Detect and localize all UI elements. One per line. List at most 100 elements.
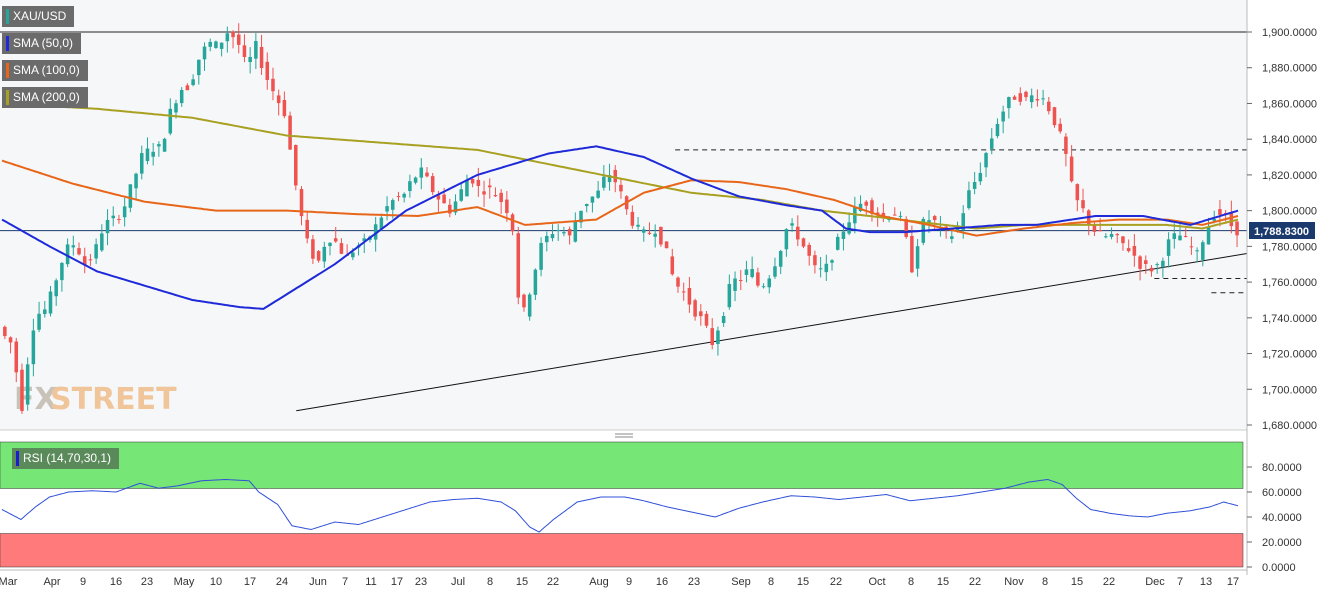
x-tick-label: 23	[415, 576, 427, 588]
candle-body	[408, 181, 412, 192]
candle-body	[613, 169, 618, 183]
x-tick-label: 23	[688, 576, 700, 588]
candle-body	[636, 224, 640, 227]
watermark-street: STREET	[50, 382, 177, 417]
candle-body	[721, 316, 726, 323]
legend-xauusd[interactable]: XAU/USD	[2, 6, 75, 27]
candle-body	[373, 224, 378, 240]
candle-body	[60, 262, 64, 281]
candle-body	[430, 176, 435, 193]
candle-body	[145, 148, 150, 162]
x-tick-label: May	[174, 576, 195, 588]
candle-body	[562, 232, 566, 234]
rsi-overbought-zone	[0, 441, 1244, 489]
candle-body	[619, 184, 623, 192]
candle-body	[328, 242, 332, 247]
rsi-oversold-zone	[0, 533, 1244, 568]
candle-body	[362, 238, 367, 242]
x-tick-label: 22	[830, 576, 842, 588]
candle-body	[254, 41, 258, 59]
candle-body	[647, 232, 652, 234]
candle-body	[1155, 264, 1159, 266]
candle-body	[967, 190, 971, 209]
candle-body	[442, 194, 446, 204]
price-pane	[0, 0, 1247, 430]
candle-body	[448, 204, 452, 214]
x-tick-label: Apr	[43, 576, 60, 588]
candle-body	[88, 259, 93, 261]
support-trendline	[296, 253, 1248, 412]
candle-body	[459, 189, 463, 201]
candle-body	[1018, 93, 1023, 102]
candle-body	[413, 177, 418, 183]
candle-body	[790, 223, 794, 226]
candle-body	[864, 201, 869, 206]
candle-body	[14, 341, 19, 373]
candle-body	[1178, 235, 1182, 241]
candle-body	[659, 226, 663, 245]
legend-sma200[interactable]: SMA (200,0)	[2, 87, 88, 108]
x-tick-label: 8	[1042, 576, 1048, 588]
legend-xauusd-label: XAU/USD	[13, 9, 67, 23]
candle-body	[214, 41, 218, 48]
candle-body	[1172, 233, 1177, 240]
candle-body	[1041, 98, 1045, 100]
candle-body	[607, 175, 612, 183]
x-tick-label: 7	[342, 576, 348, 588]
candle-body	[830, 260, 834, 263]
candle-body	[151, 151, 155, 157]
candle-body	[419, 167, 424, 178]
x-tick-label: Aug	[589, 576, 609, 588]
candle-body	[978, 172, 983, 182]
x-tick-label: 9	[80, 576, 86, 588]
pane-resize-handle[interactable]	[615, 433, 633, 438]
legend-sma50[interactable]: SMA (50,0)	[2, 33, 82, 54]
y-tick-label: 1,800.0000	[1262, 206, 1317, 218]
candle-body	[1166, 239, 1171, 256]
x-tick-label: 7	[1177, 576, 1183, 588]
candle-body	[693, 300, 697, 317]
candle-body	[670, 256, 675, 275]
candle-body	[676, 277, 680, 287]
candle-body	[379, 217, 384, 230]
candle-body	[1012, 96, 1017, 100]
x-axis: Mar Apr 9 16 23 May 10 17 24 Jun 7 11 17 23 Jul 8 15 22 Au…	[0, 569, 1247, 588]
legend-rsi-swatch	[16, 451, 19, 466]
legend-sma100[interactable]: SMA (100,0)	[2, 60, 88, 81]
candle-body	[71, 245, 76, 248]
candle-body	[37, 313, 41, 330]
candle-body	[482, 191, 486, 195]
candle-body	[499, 192, 503, 203]
candle-body	[870, 200, 874, 214]
candle-body	[1058, 123, 1062, 132]
rsi-value-line	[1, 478, 1239, 533]
candle-body	[767, 278, 772, 288]
candle-body	[1121, 236, 1125, 244]
candle-body	[602, 176, 606, 188]
candle-body	[653, 233, 657, 237]
candle-body	[470, 178, 475, 184]
candle-body	[385, 206, 389, 212]
candle-body	[539, 242, 543, 270]
candle-body	[961, 213, 965, 230]
candle-body	[322, 246, 327, 262]
candle-body	[77, 248, 81, 255]
legend-sma200-label: SMA (200,0)	[13, 90, 80, 104]
legend-rsi[interactable]: RSI (14,70,30,1)	[12, 448, 120, 469]
candle-body	[784, 229, 789, 250]
y-axis: 1,900.0000 1,880.0000 1,860.0000 1,840.0000…	[1246, 0, 1317, 575]
x-tick-label: 11	[365, 576, 376, 588]
candle-body	[396, 196, 401, 198]
candle-body	[1035, 99, 1040, 101]
candle-body	[20, 369, 24, 411]
candle-body	[333, 238, 338, 242]
candle-body	[579, 210, 583, 223]
moving-averages	[1, 102, 1239, 310]
candle-body	[738, 280, 743, 282]
candle-body	[402, 193, 406, 198]
candle-body	[835, 236, 840, 250]
x-tick-label: Sep	[731, 576, 751, 588]
candle-body	[847, 222, 851, 234]
candle-body	[972, 182, 977, 189]
